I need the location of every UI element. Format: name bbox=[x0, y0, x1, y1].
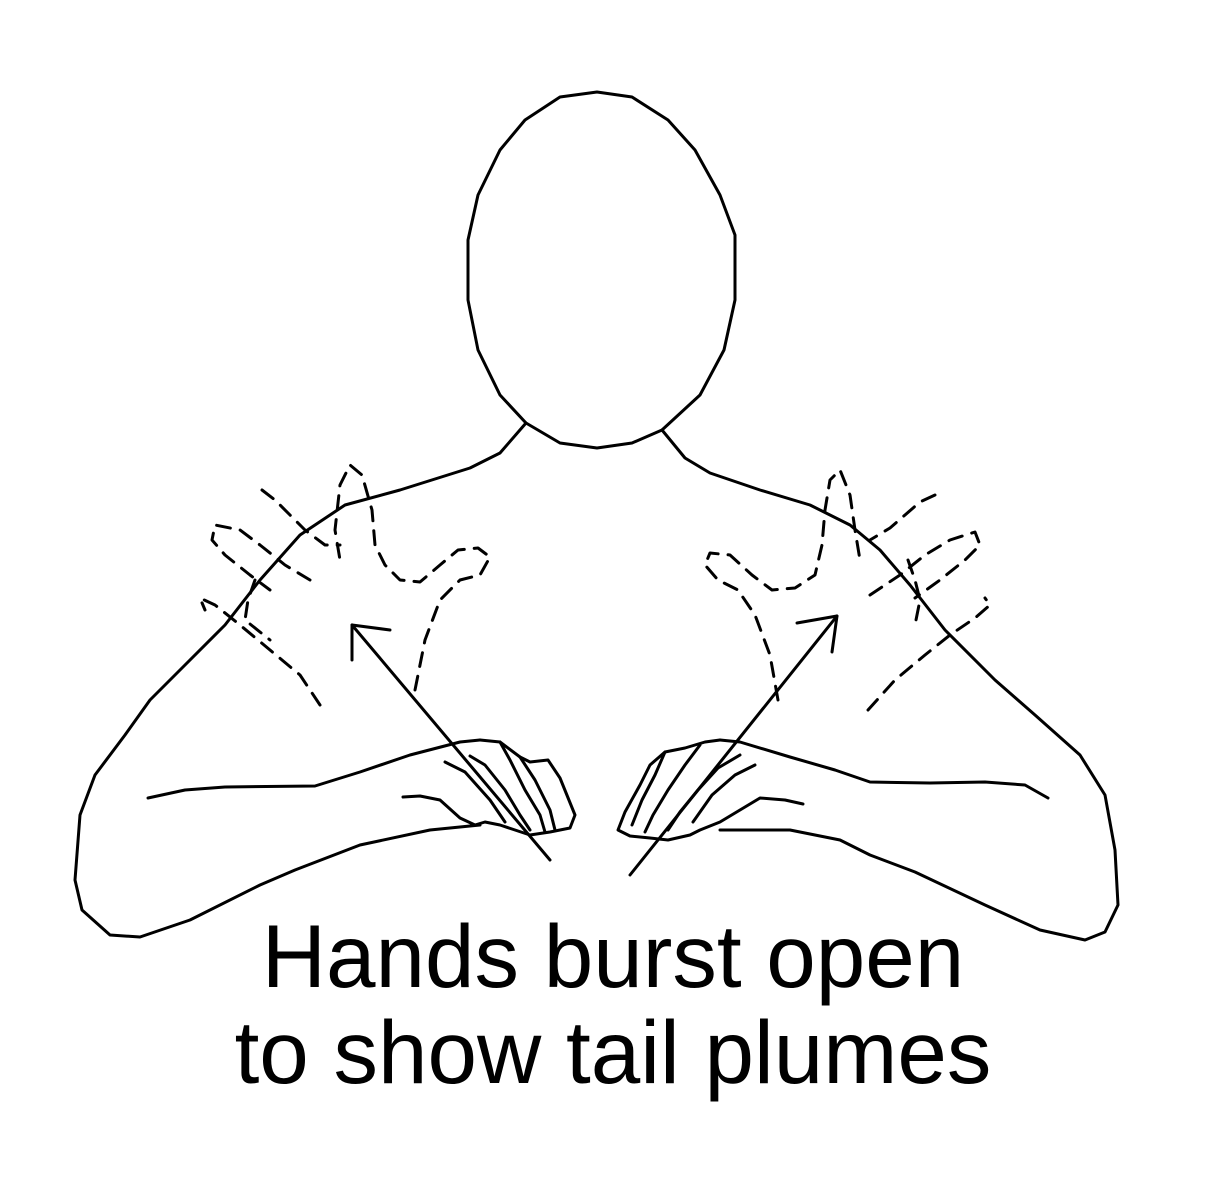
left-hand-fingers bbox=[443, 740, 557, 834]
body-outline-right bbox=[660, 428, 1120, 942]
right-hand bbox=[616, 738, 805, 842]
caption: Hands burst open to show tail plumes bbox=[0, 908, 1226, 1100]
body-outline bbox=[73, 421, 528, 939]
caption-line-1: Hands burst open bbox=[261, 906, 965, 1006]
left-open-hand-dashed bbox=[198, 463, 492, 707]
right-hand-fingers bbox=[630, 743, 757, 834]
left-hand bbox=[401, 738, 577, 837]
left-forearm bbox=[146, 738, 482, 800]
left-arrow bbox=[350, 623, 552, 862]
caption-line-2: to show tail plumes bbox=[234, 1002, 992, 1102]
head-outline bbox=[466, 90, 737, 450]
right-open-hand-dashed bbox=[703, 468, 992, 712]
right-forearm bbox=[718, 738, 1050, 800]
right-arrow bbox=[628, 614, 839, 877]
